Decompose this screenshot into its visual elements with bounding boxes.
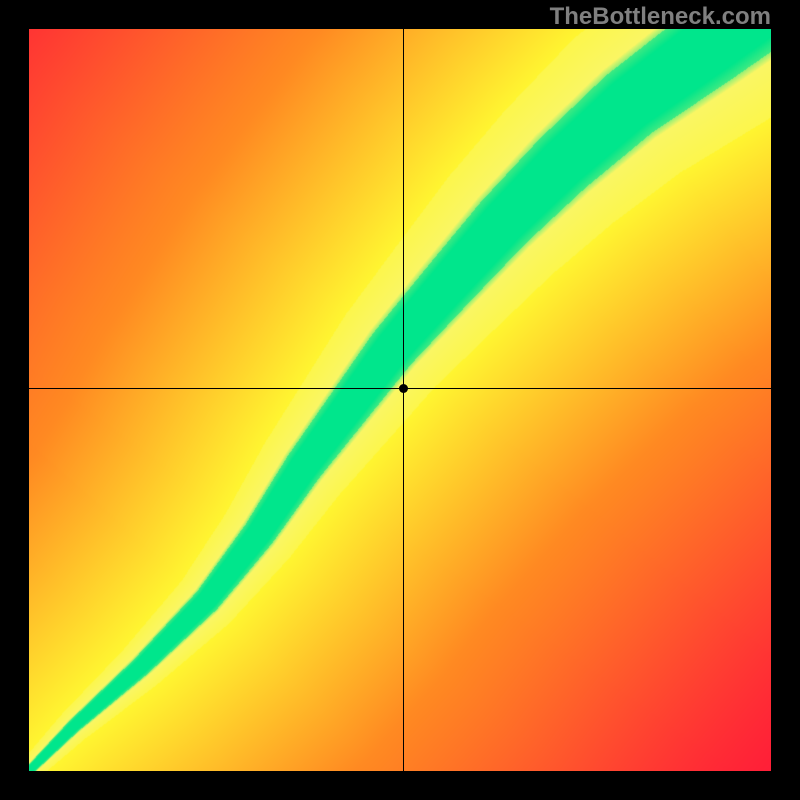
chart-container: TheBottleneck.com [0,0,800,800]
crosshair-vertical [403,29,404,771]
bottleneck-heatmap [29,29,771,771]
watermark-text: TheBottleneck.com [550,3,771,31]
